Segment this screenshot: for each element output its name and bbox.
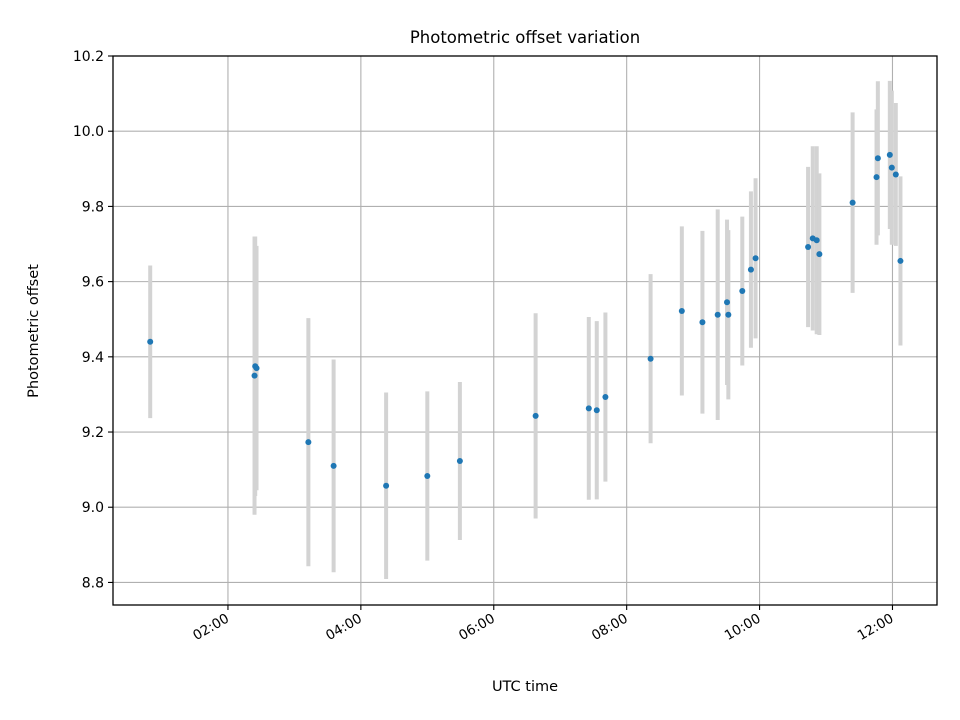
data-point <box>897 257 904 264</box>
data-point <box>602 394 609 401</box>
data-point <box>747 266 754 273</box>
data-point <box>725 311 732 318</box>
data-point <box>251 372 258 379</box>
x-axis-label: UTC time <box>492 679 558 695</box>
plot-frame <box>112 55 938 606</box>
y-axis-ticks: 8.8 9.0 9.2 9.4 9.6 9.8 10.0 10.2 <box>73 49 113 591</box>
data-point <box>647 355 654 362</box>
data-point <box>330 462 337 469</box>
data-point <box>456 457 463 464</box>
data-point <box>739 288 746 295</box>
data-point <box>805 244 812 251</box>
data-point <box>585 405 592 412</box>
data-point <box>873 174 880 181</box>
y-tick-label: 8.8 <box>82 575 104 591</box>
data-point <box>849 199 856 206</box>
data-point <box>816 251 823 258</box>
y-tick-label: 10.2 <box>73 49 104 65</box>
y-tick-label: 9.2 <box>82 425 104 441</box>
data-point <box>253 365 260 372</box>
data-point <box>147 338 154 345</box>
data-point <box>714 311 721 318</box>
data-point <box>593 407 600 414</box>
data-point <box>305 439 312 446</box>
data-point <box>532 412 539 419</box>
data-point <box>699 319 706 326</box>
y-tick-label: 10.0 <box>73 124 104 140</box>
y-axis-label: Photometric offset <box>26 264 42 398</box>
data-point <box>892 171 899 178</box>
data-point <box>888 164 895 171</box>
data-point <box>383 482 390 489</box>
data-points <box>147 151 904 489</box>
data-point <box>752 255 759 262</box>
data-point <box>724 299 731 306</box>
data-point <box>424 473 431 480</box>
y-tick-label: 9.8 <box>82 199 104 215</box>
data-point <box>678 307 685 314</box>
y-tick-label: 9.6 <box>82 275 104 291</box>
y-tick-label: 9.0 <box>82 500 104 516</box>
data-point <box>813 237 820 244</box>
data-point <box>874 155 881 162</box>
data-point <box>886 151 893 158</box>
y-tick-label: 9.4 <box>82 350 104 366</box>
chart-title: Photometric offset variation <box>410 28 640 47</box>
